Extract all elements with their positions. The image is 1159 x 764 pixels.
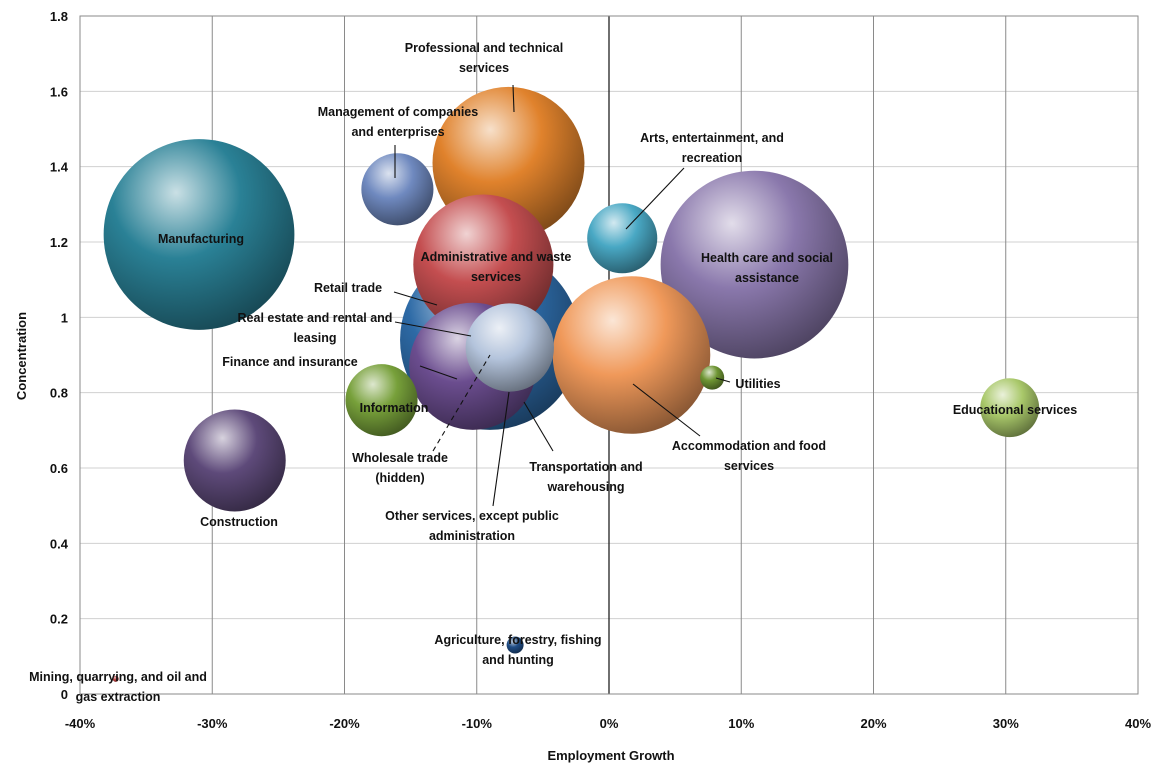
- y-axis-ticks: 0 0.2 0.4 0.6 0.8 1 1.2 1.4 1.6 1.8: [50, 9, 69, 702]
- bubbles: [103, 86, 1040, 682]
- bubble-label: Transportation and warehousing: [529, 460, 642, 494]
- bubble-label: Utilities: [735, 377, 780, 391]
- bubble-information: [345, 364, 418, 437]
- bubble-administrative-and-waste-services: [413, 194, 554, 335]
- bubble-utilities: [700, 365, 725, 390]
- leader-line: [393, 291, 438, 306]
- bubble-educational-services: [980, 378, 1040, 438]
- x-tick-label: 30%: [993, 716, 1019, 731]
- bubble-label: Construction: [200, 515, 278, 529]
- y-tick-label: 0.4: [50, 536, 69, 551]
- bubble-label: Mining, quarrying, and oil and gas extrac…: [29, 670, 207, 704]
- leader-line: [492, 391, 510, 507]
- bubble-label: Manufacturing: [158, 232, 244, 246]
- plot-frame: [79, 15, 1139, 695]
- bubble-label: Administrative and waste services: [421, 250, 572, 284]
- leader-line: [419, 365, 458, 380]
- bubble-label: Accommodation and food services: [672, 439, 826, 473]
- bubble-agriculture-forestry-fishing-and-hunting: [506, 636, 524, 654]
- x-tick-label: -40%: [65, 716, 96, 731]
- leader-line: [512, 84, 515, 113]
- x-tick-label: -30%: [197, 716, 228, 731]
- bubble-manufacturing: [103, 139, 295, 330]
- y-tick-label: 0: [61, 687, 68, 702]
- x-tick-label: 40%: [1125, 716, 1151, 731]
- bubble-health-care-and-social-assistance: [660, 170, 849, 359]
- bubble-label: Health care and social assistance: [701, 251, 833, 285]
- leader-lines: [393, 84, 731, 507]
- x-tick-label: 10%: [728, 716, 754, 731]
- bubble-label: Other services, except public administrat…: [385, 509, 559, 543]
- bubble-label: Real estate and rental and leasing: [238, 311, 393, 345]
- y-tick-label: 0.6: [50, 461, 68, 476]
- x-tick-label: 20%: [860, 716, 886, 731]
- bubble-label: Retail trade: [314, 281, 382, 295]
- bubble-label: Educational services: [953, 403, 1077, 417]
- y-tick-label: 1.2: [50, 235, 68, 250]
- leader-line: [715, 377, 731, 383]
- y-tick-label: 0.2: [50, 612, 68, 627]
- y-tick-label: 1: [61, 310, 68, 325]
- y-tick-label: 1.8: [50, 9, 68, 24]
- leader-line: [625, 167, 685, 230]
- x-axis-title: Employment Growth: [547, 748, 674, 763]
- x-tick-label: -10%: [462, 716, 493, 731]
- x-tick-label: -20%: [329, 716, 360, 731]
- bubble-label: Management of companies and enterprises: [318, 105, 478, 139]
- bubble-management-of-companies-and-enterprises: [361, 153, 434, 226]
- leader-line: [432, 354, 491, 452]
- bubble-label: Professional and technical services: [405, 41, 563, 75]
- bubble-construction: [183, 409, 286, 512]
- y-tick-label: 1.4: [50, 160, 69, 175]
- leader-line: [523, 401, 554, 452]
- leader-line: [394, 321, 472, 337]
- bubble-label: Wholesale trade (hidden): [352, 451, 448, 485]
- bubble-label: Finance and insurance: [222, 355, 358, 369]
- bubble-mining-quarrying-and-oil-and-gas-extraction: [112, 675, 119, 682]
- y-tick-label: 1.6: [50, 84, 68, 99]
- bubble-real-estate-and-rental-and-leasing: [465, 303, 554, 392]
- bubble-label: Information: [360, 401, 429, 415]
- x-axis-ticks: -40% -30% -20% -10% 0% 10% 20% 30% 40%: [65, 716, 1152, 731]
- x-tick-label: 0%: [600, 716, 619, 731]
- bubble-label: Arts, entertainment, and recreation: [640, 131, 784, 165]
- bubble-arts-entertainment-and-recreation: [587, 203, 658, 274]
- bubble-label: Agriculture, forestry, fishing and huntin…: [434, 633, 601, 667]
- bubble-accommodation-and-food-services: [552, 276, 711, 434]
- leader-line: [632, 383, 701, 437]
- y-axis-title: Concentration: [14, 312, 29, 400]
- y-tick-label: 0.8: [50, 386, 68, 401]
- bubble-labels: Professional and technical services Manage…: [29, 41, 1077, 704]
